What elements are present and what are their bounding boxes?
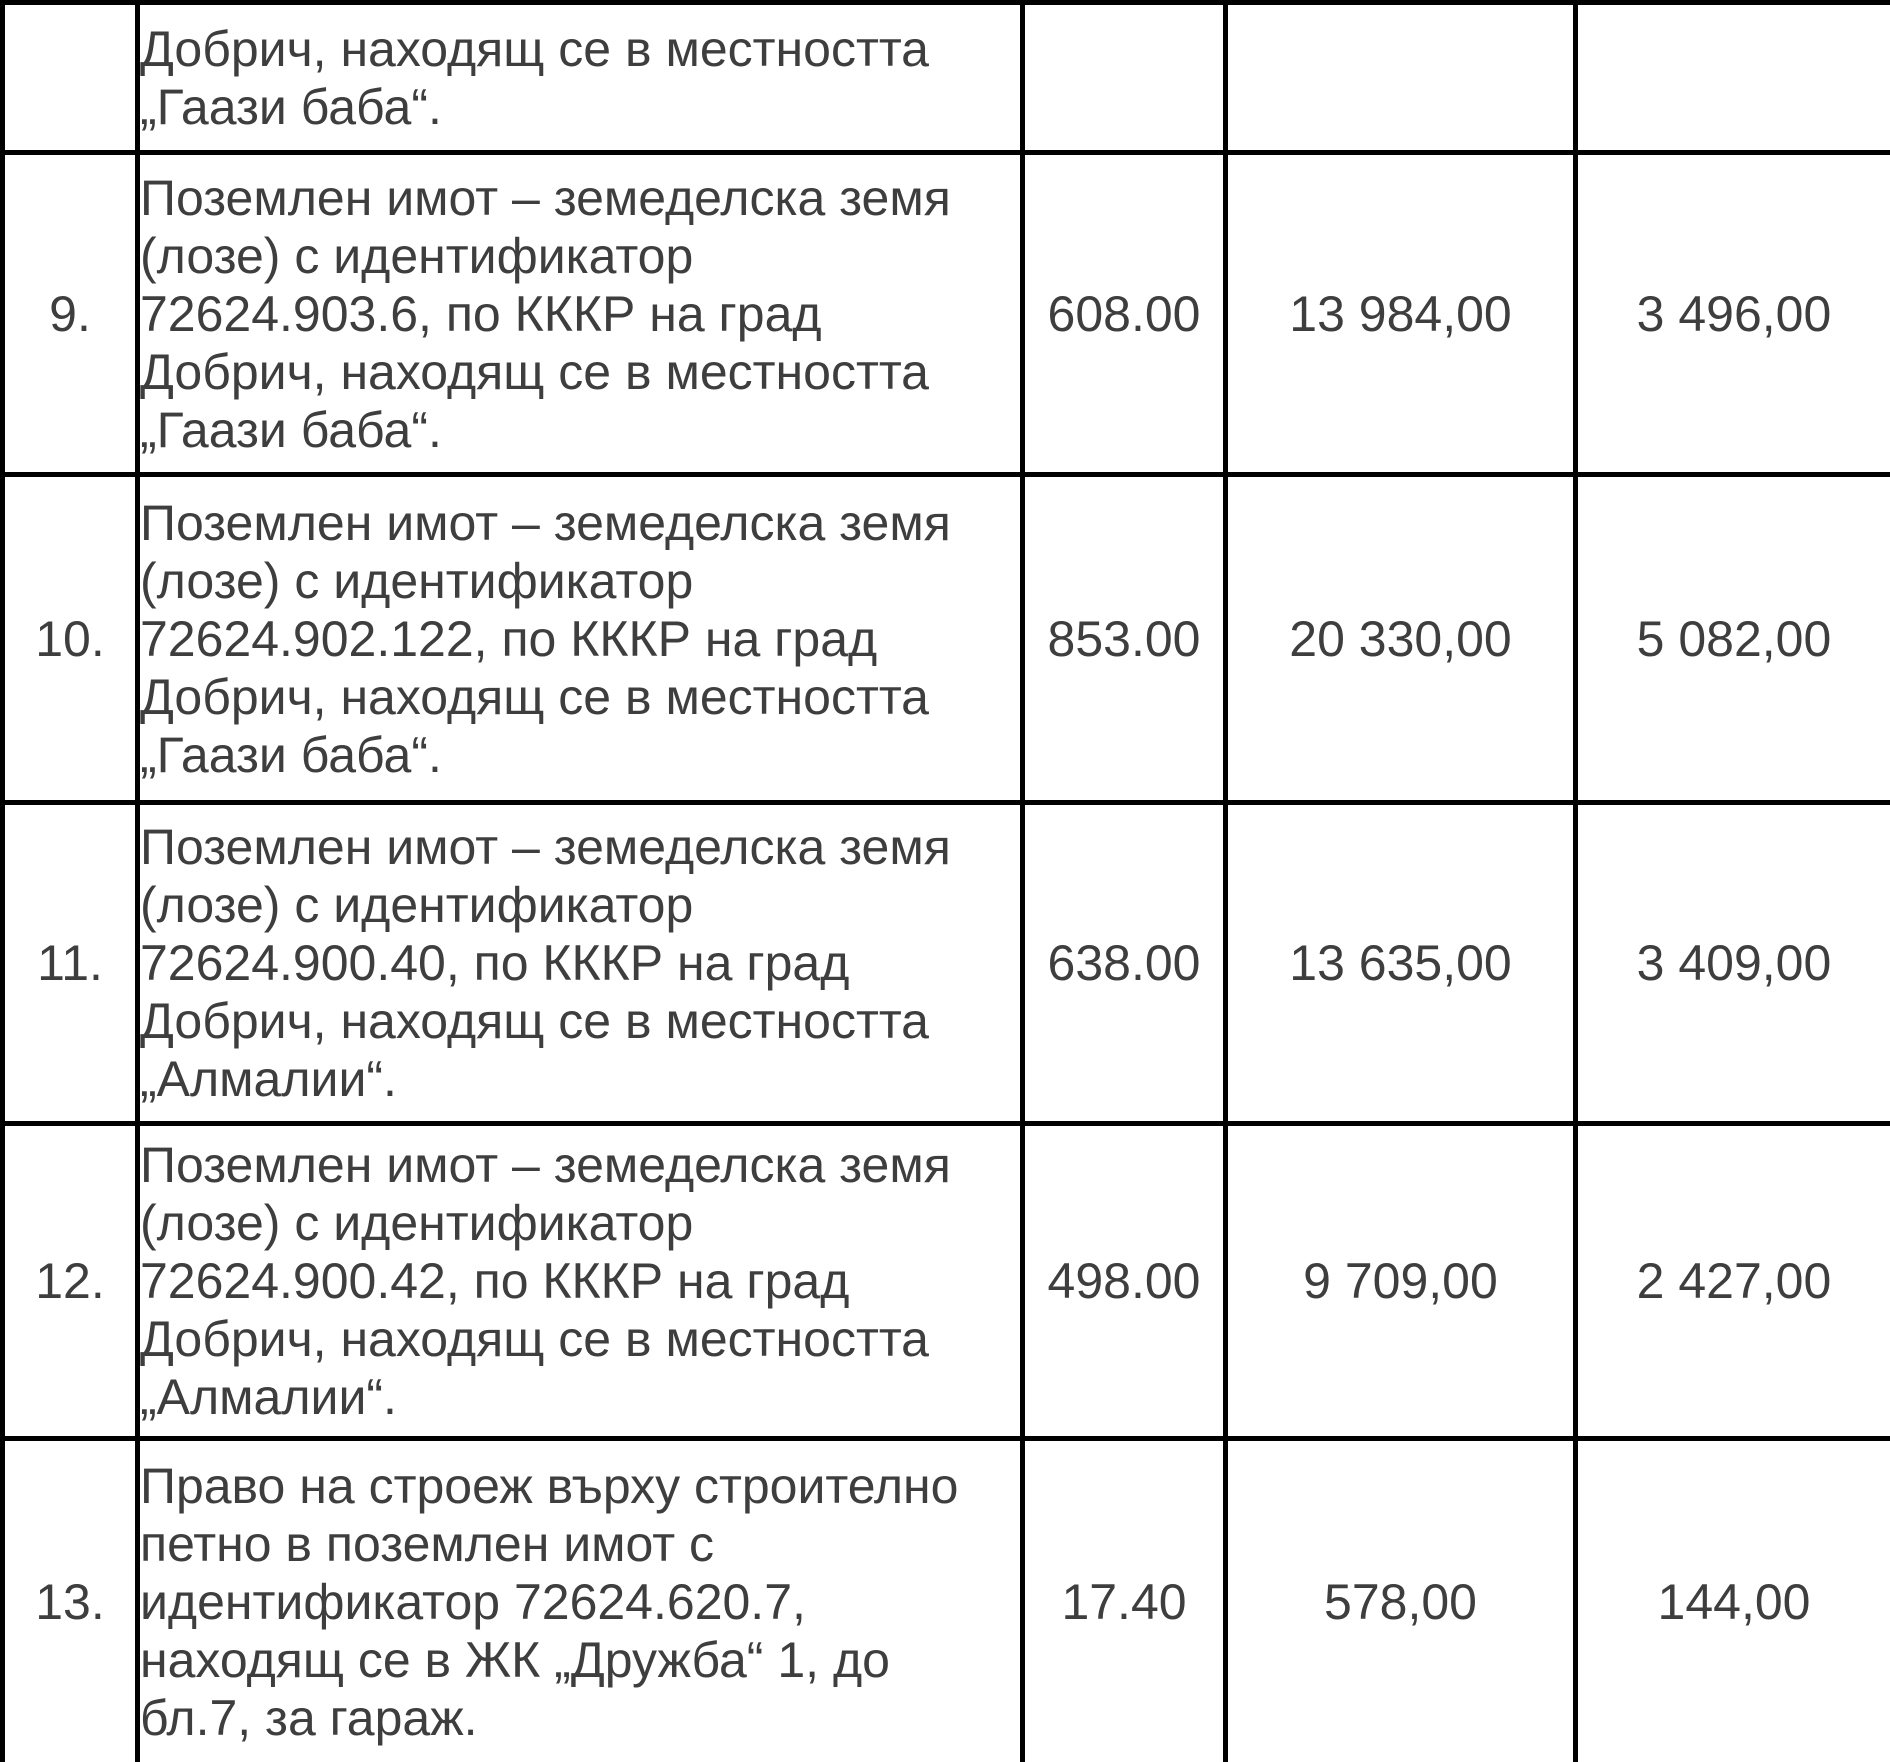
- description-line: (лозе) с идентификатор: [140, 552, 694, 609]
- value-cell-3: 3 409,00: [1573, 800, 1890, 1126]
- value-cell-1: [1020, 0, 1228, 155]
- value-cell-3: 2 427,00: [1573, 1121, 1890, 1441]
- description-line: (лозе) с идентификатор: [140, 1195, 694, 1251]
- description-cell: Добрич, находящ се в местността „Гаази б…: [135, 0, 1025, 155]
- description-line: 72624.903.6, по КККР на град: [140, 285, 822, 342]
- row-number-cell: 11.: [0, 800, 140, 1126]
- description-line: Добрич, находящ се в местността: [140, 1311, 930, 1367]
- description-line: (лозе) с идентификатор: [140, 877, 694, 933]
- table-row: 11. Поземлен имот – земеделска земя (лоз…: [0, 800, 1890, 1126]
- description-cell: Право на строеж върху строително петно в…: [135, 1436, 1025, 1762]
- value-cell-1: 17.40: [1020, 1436, 1228, 1762]
- value-cell-3: [1573, 0, 1890, 155]
- row-number-cell: 13.: [0, 1436, 140, 1762]
- row-number-cell: 12.: [0, 1121, 140, 1441]
- description-line: „Алмалии“.: [140, 1051, 397, 1107]
- value-cell-3: 5 082,00: [1573, 472, 1890, 805]
- description-cell: Поземлен имот – земеделска земя (лозе) с…: [135, 150, 1025, 477]
- description-line: „Гаази баба“.: [140, 78, 442, 135]
- description-line: петно в поземлен имот с: [140, 1515, 715, 1572]
- description-cell: Поземлен имот – земеделска земя (лозе) с…: [135, 1121, 1025, 1441]
- value-cell-3: 144,00: [1573, 1436, 1890, 1762]
- table-row: 13. Право на строеж върху строително пет…: [0, 1436, 1890, 1762]
- description-line: Добрич, находящ се в местността: [140, 993, 930, 1049]
- description-line: Поземлен имот – земеделска земя: [140, 819, 951, 875]
- description-line: 72624.900.42, по КККР на град: [140, 1253, 850, 1309]
- description-line: „Алмалии“.: [140, 1369, 397, 1425]
- table-row: 9. Поземлен имот – земеделска земя (лозе…: [0, 150, 1890, 477]
- value-cell-2: 9 709,00: [1223, 1121, 1578, 1441]
- description-line: 72624.900.40, по КККР на град: [140, 935, 850, 991]
- value-cell-2: 578,00: [1223, 1436, 1578, 1762]
- row-number-cell: 10.: [0, 472, 140, 805]
- description-line: находящ се в ЖК „Дружба“ 1, до: [140, 1631, 890, 1688]
- value-cell-2: 13 635,00: [1223, 800, 1578, 1126]
- description-line: идентификатор 72624.620.7,: [140, 1573, 806, 1630]
- description-line: „Гаази баба“.: [140, 401, 442, 458]
- description-cell: Поземлен имот – земеделска земя (лозе) с…: [135, 800, 1025, 1126]
- table-row: Добрич, находящ се в местността „Гаази б…: [0, 0, 1890, 155]
- description-line: (лозе) с идентификатор: [140, 227, 694, 284]
- value-cell-2: [1223, 0, 1578, 155]
- table-row: 10. Поземлен имот – земеделска земя (лоз…: [0, 472, 1890, 805]
- value-cell-2: 20 330,00: [1223, 472, 1578, 805]
- value-cell-1: 498.00: [1020, 1121, 1228, 1441]
- description-line: Право на строеж върху строително: [140, 1457, 959, 1514]
- description-line: Добрич, находящ се в местността: [140, 668, 930, 725]
- value-cell-1: 638.00: [1020, 800, 1228, 1126]
- description-line: 72624.902.122, по КККР на град: [140, 610, 878, 667]
- description-line: Добрич, находящ се в местността: [140, 343, 930, 400]
- description-line: Поземлен имот – земеделска земя: [140, 169, 951, 226]
- value-cell-1: 853.00: [1020, 472, 1228, 805]
- row-number-cell: [0, 0, 140, 155]
- description-line: Добрич, находящ се в местността: [140, 20, 930, 77]
- value-cell-3: 3 496,00: [1573, 150, 1890, 477]
- table-row: 12. Поземлен имот – земеделска земя (лоз…: [0, 1121, 1890, 1441]
- description-line: Поземлен имот – земеделска земя: [140, 1137, 951, 1193]
- value-cell-1: 608.00: [1020, 150, 1228, 477]
- value-cell-2: 13 984,00: [1223, 150, 1578, 477]
- description-line: Поземлен имот – земеделска земя: [140, 494, 951, 551]
- description-line: „Гаази баба“.: [140, 726, 442, 783]
- description-cell: Поземлен имот – земеделска земя (лозе) с…: [135, 472, 1025, 805]
- description-line: бл.7, за гараж.: [140, 1689, 478, 1746]
- row-number-cell: 9.: [0, 150, 140, 477]
